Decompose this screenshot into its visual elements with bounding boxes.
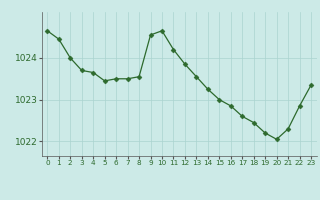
Text: Graphe pression niveau de la mer (hPa): Graphe pression niveau de la mer (hPa) — [41, 185, 279, 195]
